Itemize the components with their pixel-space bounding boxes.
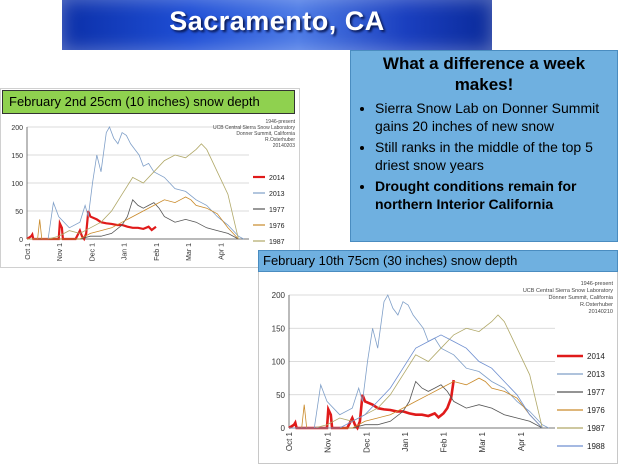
y-tick-label: 200 bbox=[272, 291, 286, 300]
x-tick-label: Feb 1 bbox=[440, 431, 449, 452]
y-tick-label: 100 bbox=[11, 181, 23, 188]
x-tick-label: Jan 1 bbox=[401, 431, 410, 451]
summary-item: Still ranks in the middle of the top 5 d… bbox=[375, 138, 611, 174]
credit-line: 1946-present bbox=[265, 119, 295, 125]
snow-depth-chart-feb2: 0 50 100 150 200 Oct 1 Nov 1 Dec 1 Jan 1 Feb 1 Mar… bbox=[11, 125, 285, 261]
summary-title: What a difference a week makes! bbox=[382, 54, 586, 94]
y-tick-label: 150 bbox=[272, 324, 286, 333]
x-tick-label: Jan 1 bbox=[122, 243, 129, 260]
credit-line: 20140203 bbox=[272, 143, 295, 149]
legend-label: 2014 bbox=[587, 352, 605, 361]
series-line-1987 bbox=[289, 314, 543, 429]
credit-line: 20140210 bbox=[588, 309, 613, 315]
series-line-1987 bbox=[27, 143, 239, 240]
x-tick-label: Oct 1 bbox=[285, 431, 294, 451]
credit-line: Donner Summit, California bbox=[236, 131, 295, 137]
series-line-2013 bbox=[289, 294, 549, 429]
legend-label: 1977 bbox=[587, 388, 605, 397]
legend-label: 1976 bbox=[269, 223, 285, 230]
legend-label: 1988 bbox=[587, 442, 605, 451]
series-line-2014 bbox=[288, 379, 455, 431]
series-line-1988 bbox=[289, 334, 543, 429]
series-line-2014 bbox=[26, 210, 157, 242]
summary-list: Sierra Snow Lab on Donner Summit gains 2… bbox=[351, 99, 617, 213]
y-tick-label: 50 bbox=[15, 209, 23, 216]
y-tick-label: 200 bbox=[11, 125, 23, 132]
y-tick-label: 100 bbox=[272, 358, 286, 367]
x-tick-label: Oct 1 bbox=[25, 243, 32, 260]
y-tick-label: 150 bbox=[11, 153, 23, 160]
legend-label: 2014 bbox=[269, 175, 285, 182]
y-tick-label: 0 bbox=[281, 424, 286, 433]
series-line-1977 bbox=[289, 380, 543, 429]
credit-line: R.Osterhuber bbox=[579, 302, 613, 308]
credit-line: UCB Central Sierra Snow Laboratory bbox=[213, 125, 295, 131]
x-tick-label: Apr 1 bbox=[218, 243, 225, 260]
x-tick-label: Feb 1 bbox=[154, 243, 161, 261]
legend-label: 1976 bbox=[587, 406, 605, 415]
series-line-1976 bbox=[27, 196, 239, 240]
x-tick-label: Dec 1 bbox=[89, 243, 96, 261]
legend-label: 2013 bbox=[587, 370, 605, 379]
credit-line: Donner Summit, California bbox=[548, 295, 614, 301]
credit-line: UCB Central Sierra Snow Laboratory bbox=[522, 288, 613, 294]
banner-title: Sacramento, CA bbox=[169, 6, 385, 36]
y-tick-label: 0 bbox=[19, 237, 23, 244]
chart-credit: 1946-present UCB Central Sierra Snow Lab… bbox=[499, 281, 613, 316]
summary-item: Sierra Snow Lab on Donner Summit gains 2… bbox=[375, 99, 611, 135]
series-line-1977 bbox=[27, 199, 239, 240]
x-tick-label: Apr 1 bbox=[517, 431, 526, 451]
chart1-label: February 2nd 25cm (10 inches) snow depth bbox=[2, 90, 295, 114]
credit-line: 1946-present bbox=[580, 281, 613, 287]
legend-label: 1987 bbox=[269, 239, 285, 246]
x-tick-label: Mar 1 bbox=[186, 243, 193, 261]
x-tick-label: Nov 1 bbox=[57, 243, 64, 261]
chart-credit: 1946-present UCB Central Sierra Snow Lab… bbox=[191, 119, 295, 149]
title-banner: Sacramento, CA bbox=[62, 0, 492, 50]
chart-feb10: 1946-present UCB Central Sierra Snow Lab… bbox=[258, 262, 618, 464]
x-tick-label: Mar 1 bbox=[478, 431, 487, 452]
legend-label: 1977 bbox=[269, 207, 285, 214]
series-line-2013 bbox=[27, 126, 244, 240]
credit-line: R.Osterhuber bbox=[264, 137, 295, 143]
x-tick-label: Nov 1 bbox=[324, 431, 333, 452]
y-tick-label: 50 bbox=[276, 391, 285, 400]
x-tick-label: Dec 1 bbox=[362, 431, 371, 452]
summary-item: Drought conditions remain for northern I… bbox=[375, 177, 611, 213]
legend-label: 1987 bbox=[587, 424, 605, 433]
chart2-label: February 10th 75cm (30 inches) snow dept… bbox=[258, 250, 618, 272]
legend-label: 2013 bbox=[269, 191, 285, 198]
summary-box: What a difference a week makes! Sierra S… bbox=[350, 50, 618, 242]
snow-depth-chart-feb10: 0 50 100 150 200 Oct 1 Nov 1 Dec 1 Jan 1 Feb 1 Mar… bbox=[272, 291, 606, 453]
chart-feb2: 1946-present UCB Central Sierra Snow Lab… bbox=[0, 88, 300, 268]
